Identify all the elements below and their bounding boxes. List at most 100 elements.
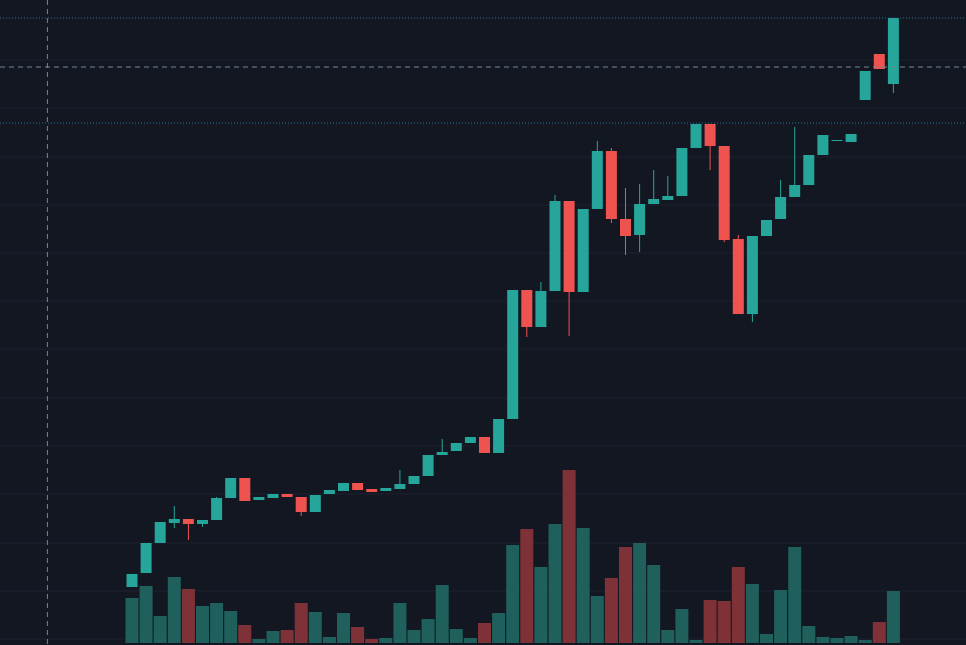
volume-bar xyxy=(153,616,167,643)
candle-body xyxy=(197,520,208,524)
candle-body xyxy=(338,483,349,491)
candle-body xyxy=(605,151,617,219)
volume-bar xyxy=(421,619,435,643)
volume-bar xyxy=(844,636,858,643)
candle-body xyxy=(761,220,772,236)
volume-bar xyxy=(506,545,520,643)
volume-bar xyxy=(167,577,181,643)
volume-bar xyxy=(337,613,350,643)
candle-body xyxy=(464,437,476,443)
candle-body xyxy=(281,494,293,497)
volume-bar xyxy=(181,589,195,643)
volume-bar xyxy=(576,528,590,643)
candle-body xyxy=(436,452,448,455)
candle-body xyxy=(366,489,378,492)
volume-bar xyxy=(760,634,773,643)
candle-body xyxy=(479,437,490,453)
volume-bar xyxy=(449,629,463,643)
candle-body xyxy=(873,54,885,69)
candle-body xyxy=(352,483,364,490)
candle-body xyxy=(831,140,843,141)
volume-bar xyxy=(351,627,365,643)
volume-bar xyxy=(492,613,506,643)
volume-bar xyxy=(478,623,491,643)
volume-bar xyxy=(619,547,632,643)
volume-bar xyxy=(365,639,379,643)
volume-bar xyxy=(689,640,703,643)
volume-bar xyxy=(407,630,421,643)
volume-bar xyxy=(266,631,280,643)
candle-body xyxy=(789,185,801,197)
candle-body xyxy=(408,476,420,484)
volume-bar xyxy=(590,596,604,643)
candle-body xyxy=(634,204,646,235)
volume-bar xyxy=(238,625,252,643)
volume-bar xyxy=(703,600,717,643)
volume-bar xyxy=(675,609,689,643)
candle-body xyxy=(620,219,631,236)
candle-body xyxy=(563,201,575,292)
volume-bar xyxy=(661,630,675,643)
volume-bar xyxy=(224,611,238,643)
volume-bar xyxy=(210,603,224,643)
candle-body xyxy=(211,498,223,520)
candle-body xyxy=(803,155,815,185)
candle-body xyxy=(817,135,829,155)
candle-body xyxy=(309,495,321,512)
candle-body xyxy=(591,151,603,209)
candle-body xyxy=(746,236,758,314)
candle-body xyxy=(493,419,505,453)
candle-body xyxy=(450,443,462,451)
volume-bar xyxy=(139,586,153,643)
volume-bar xyxy=(196,606,209,643)
volume-bar xyxy=(872,622,886,643)
candle-body xyxy=(676,148,688,196)
volume-bar xyxy=(379,638,393,643)
candle-body xyxy=(732,239,744,314)
candle-body xyxy=(253,497,265,500)
candle-body xyxy=(126,574,138,587)
candle-body xyxy=(140,543,152,573)
volume-bar xyxy=(717,601,731,643)
candle-body xyxy=(507,290,519,419)
candle-body xyxy=(775,197,787,219)
volume-bar xyxy=(745,584,759,643)
volume-bar xyxy=(435,585,449,643)
candle-body xyxy=(422,455,434,476)
candle-body xyxy=(380,488,392,491)
candle-body xyxy=(648,199,660,204)
volume-bar xyxy=(886,591,900,643)
candle-body xyxy=(662,196,674,200)
volume-bar xyxy=(858,640,872,643)
candle-body xyxy=(154,522,166,543)
candle-body xyxy=(295,497,307,512)
candle-body xyxy=(239,478,251,501)
volume-bar xyxy=(731,567,745,643)
volume-bar xyxy=(604,578,618,643)
candle-body xyxy=(690,124,702,148)
candle-body xyxy=(718,146,730,240)
candle-body xyxy=(182,519,194,524)
volume-bar xyxy=(647,565,661,643)
volume-bar xyxy=(562,470,576,643)
volume-bar xyxy=(802,626,816,643)
candle-body xyxy=(887,18,899,84)
candle-body xyxy=(549,201,561,291)
candle-body xyxy=(521,290,533,327)
candle-body xyxy=(168,519,180,523)
volume-bar xyxy=(322,637,336,643)
volume-bar xyxy=(280,630,294,643)
candle-body xyxy=(845,134,857,142)
candle-body xyxy=(225,478,237,498)
volume-bar xyxy=(816,637,830,643)
volume-bar xyxy=(633,543,647,643)
volume-bar xyxy=(534,567,548,643)
candle-body xyxy=(859,71,871,100)
volume-bar xyxy=(393,603,407,643)
volume-bar xyxy=(548,524,562,643)
volume-bar xyxy=(463,638,477,643)
candle-body xyxy=(323,490,335,494)
volume-bar xyxy=(520,529,534,643)
candle-body xyxy=(267,494,279,498)
